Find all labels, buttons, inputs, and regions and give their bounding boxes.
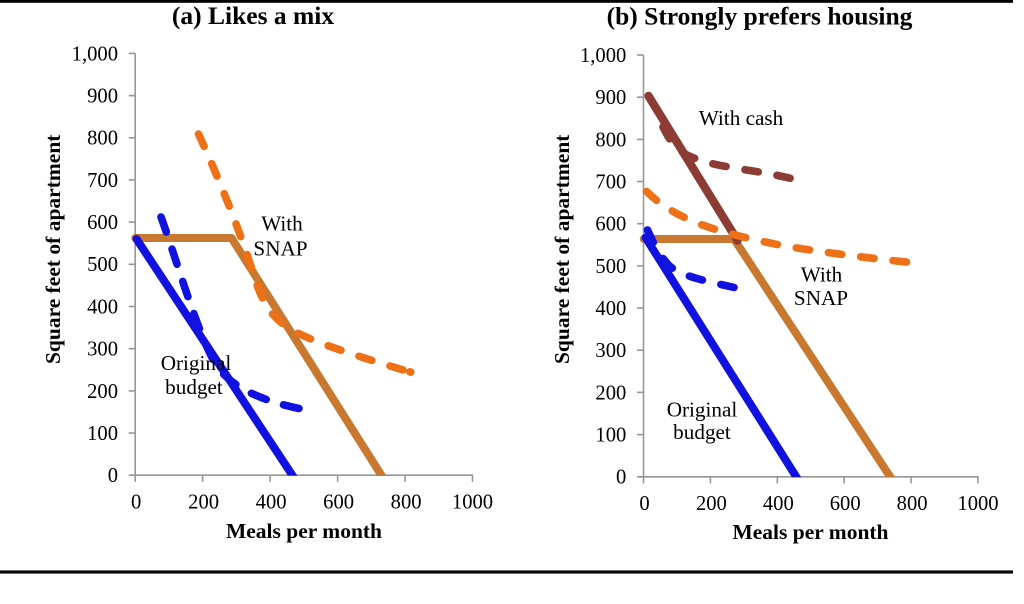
svg-text:900: 900 (87, 86, 118, 108)
svg-text:400: 400 (256, 492, 287, 514)
svg-text:900: 900 (595, 87, 626, 109)
svg-text:1000: 1000 (452, 492, 493, 514)
svg-text:1000: 1000 (957, 493, 998, 515)
svg-text:Square feet of apartment: Square feet of apartment (41, 134, 65, 364)
svg-text:400: 400 (87, 296, 118, 318)
svg-text:200: 200 (188, 492, 219, 514)
svg-text:Meals per month: Meals per month (226, 519, 382, 543)
svg-text:200: 200 (696, 493, 727, 515)
svg-text:SNAP: SNAP (253, 237, 307, 261)
svg-text:600: 600 (830, 493, 861, 515)
svg-text:600: 600 (87, 212, 118, 234)
svg-text:800: 800 (897, 493, 928, 515)
svg-text:(b) Strongly prefers housing: (b) Strongly prefers housing (607, 1, 913, 30)
svg-text:400: 400 (763, 493, 794, 515)
svg-text:100: 100 (87, 423, 118, 445)
svg-text:700: 700 (595, 171, 626, 193)
svg-text:(a) Likes a mix: (a) Likes a mix (172, 1, 334, 30)
svg-text:1,000: 1,000 (580, 45, 626, 67)
svg-text:budget: budget (165, 375, 223, 399)
svg-text:600: 600 (595, 214, 626, 236)
svg-text:Square feet of apartment: Square feet of apartment (550, 134, 574, 364)
svg-text:With: With (801, 263, 843, 287)
svg-text:100: 100 (595, 425, 626, 447)
svg-text:500: 500 (87, 254, 118, 276)
svg-text:1,000: 1,000 (72, 43, 118, 65)
svg-text:0: 0 (616, 467, 626, 489)
svg-text:Original: Original (161, 351, 232, 375)
svg-text:Original: Original (667, 397, 738, 421)
svg-text:300: 300 (595, 340, 626, 362)
svg-text:600: 600 (323, 492, 354, 514)
svg-text:300: 300 (87, 339, 118, 361)
svg-text:0: 0 (108, 465, 118, 487)
svg-text:700: 700 (87, 170, 118, 192)
svg-text:With: With (261, 212, 303, 236)
svg-text:SNAP: SNAP (794, 286, 848, 310)
svg-text:500: 500 (595, 256, 626, 278)
svg-text:400: 400 (595, 298, 626, 320)
svg-text:800: 800 (87, 128, 118, 150)
svg-text:Meals per month: Meals per month (732, 520, 888, 544)
svg-text:0: 0 (639, 493, 649, 515)
svg-text:With cash: With cash (699, 106, 784, 130)
svg-text:800: 800 (391, 492, 422, 514)
svg-text:200: 200 (595, 382, 626, 404)
svg-text:0: 0 (131, 492, 141, 514)
svg-text:800: 800 (595, 129, 626, 151)
svg-text:200: 200 (87, 381, 118, 403)
svg-text:budget: budget (673, 420, 731, 444)
